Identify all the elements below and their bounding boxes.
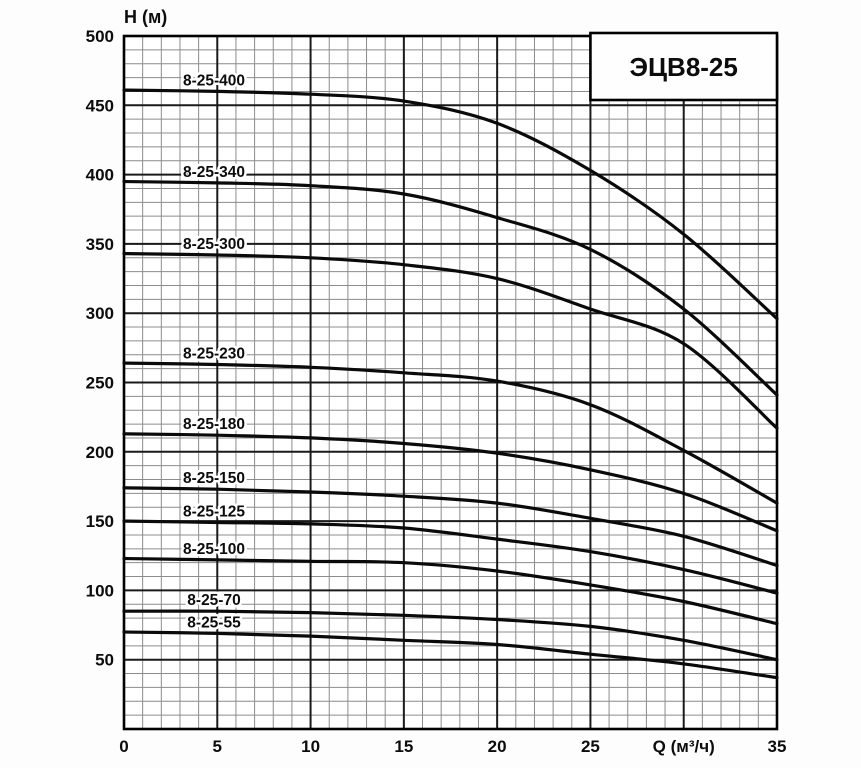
y-axis-title: H (м) — [124, 7, 167, 27]
x-tick-25: 25 — [581, 737, 600, 756]
y-tick-350: 350 — [86, 235, 114, 254]
curve-label-8-25-230: 8-25-230 — [183, 345, 245, 362]
curve-8-25-230 — [122, 361, 779, 505]
chart-title-box — [589, 31, 779, 102]
x-tick-35: 35 — [768, 737, 787, 756]
x-tick-30: Q (м³/ч) — [653, 737, 715, 756]
x-tick-20: 20 — [488, 737, 507, 756]
y-tick-100: 100 — [86, 581, 114, 600]
plot-border-rect — [122, 34, 779, 731]
x-tick-10: 10 — [301, 737, 320, 756]
x-tick-5: 5 — [213, 737, 222, 756]
y-tick-250: 250 — [86, 374, 114, 393]
curve-8-25-70 — [122, 609, 779, 662]
y-tick-150: 150 — [86, 512, 114, 531]
curve-8-25-55 — [122, 630, 779, 680]
y-tick-200: 200 — [86, 443, 114, 462]
curve-label-8-25-100: 8-25-100 — [183, 541, 245, 558]
curve-label-8-25-300: 8-25-300 — [183, 236, 245, 253]
x-tick-15: 15 — [394, 737, 413, 756]
curve-8-25-150 — [122, 486, 779, 568]
curve-label-8-25-150: 8-25-150 — [183, 470, 245, 487]
curve-label-8-25-400: 8-25-400 — [183, 72, 245, 89]
curve-label-8-25-70: 8-25-70 — [187, 592, 240, 609]
curve-8-25-180 — [122, 432, 779, 533]
curve-labels: 8-25-400 8-25-340 8-25-300 8-25-230 8-25-180… — [180, 70, 247, 634]
x-tick-0: 0 — [119, 737, 128, 756]
curve-label-8-25-125: 8-25-125 — [183, 503, 245, 520]
curve-8-25-400 — [122, 88, 779, 321]
axis-ticks: 0 5 10 15 20 25 Q (м³/ч) 35 50 100 150 200 250 300 350… — [86, 27, 787, 756]
curve-8-25-300 — [122, 252, 779, 430]
y-tick-500: 500 — [86, 27, 114, 46]
curve-label-8-25-55: 8-25-55 — [187, 614, 241, 631]
curve-label-8-25-180: 8-25-180 — [183, 416, 245, 433]
plot-border — [122, 34, 779, 731]
y-tick-50: 50 — [95, 651, 114, 670]
pump-curves — [122, 88, 779, 680]
y-tick-300: 300 — [86, 304, 114, 323]
y-tick-400: 400 — [86, 166, 114, 185]
curve-8-25-125 — [122, 519, 779, 595]
curve-8-25-100 — [122, 556, 779, 626]
chart-title-box-group: ЭЦВ8-25 — [589, 31, 779, 102]
chart-title: ЭЦВ8-25 — [630, 52, 738, 82]
curve-label-8-25-340: 8-25-340 — [183, 164, 245, 181]
grid — [124, 36, 777, 729]
curve-8-25-340 — [122, 179, 779, 397]
y-tick-450: 450 — [86, 96, 114, 115]
